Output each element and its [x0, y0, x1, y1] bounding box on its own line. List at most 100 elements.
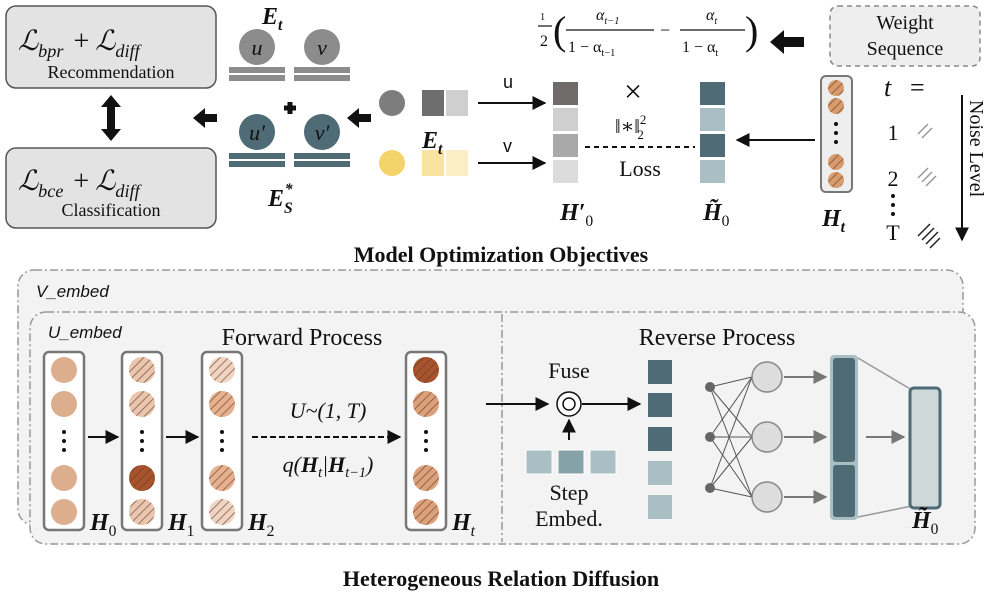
embedding-bars	[229, 67, 350, 81]
forward-columns: H0 H1 H2 Ht	[42, 350, 476, 540]
shape	[891, 203, 895, 207]
weight-sequence-box	[829, 5, 981, 67]
math-subscript: 2	[267, 523, 275, 540]
embedding-circle	[304, 29, 340, 65]
node-hatch	[129, 391, 155, 417]
step-label: Step	[549, 480, 588, 505]
text-part: bce	[38, 181, 63, 201]
text-part: 0	[722, 213, 730, 230]
text-part: +	[73, 166, 89, 197]
math-label: H̃0	[911, 508, 939, 538]
text-part: H	[821, 206, 842, 232]
text-part: S	[284, 200, 293, 217]
noise-hatches	[917, 123, 941, 249]
node-hatch	[209, 465, 235, 491]
embedding-bars	[229, 153, 350, 167]
cell	[446, 90, 468, 116]
circle-label: u	[252, 35, 263, 60]
noise-step: 2	[888, 166, 899, 191]
bar	[229, 75, 285, 81]
shape: 1	[540, 12, 545, 23]
ellipsis-dot	[424, 439, 428, 443]
circle-label: v	[317, 35, 327, 60]
section-title: Heterogeneous Relation Diffusion	[343, 566, 659, 591]
shape	[891, 194, 895, 198]
edge	[709, 376, 753, 489]
text-part: ℒ	[18, 26, 39, 57]
shape	[917, 167, 937, 187]
node-hatch	[209, 391, 235, 417]
text-part: q(	[283, 452, 303, 477]
times: ×	[624, 73, 642, 109]
noise-equals: =	[910, 73, 925, 102]
shape	[917, 223, 941, 249]
cell	[648, 360, 672, 384]
embedding-circle	[304, 114, 340, 150]
math-symbol: H	[89, 510, 110, 536]
circle-label: v′	[315, 120, 331, 145]
frac-den: 1 − αt−1	[568, 39, 615, 59]
node	[51, 357, 77, 383]
math-label: Et	[421, 128, 443, 158]
math-symbol: H	[451, 510, 472, 536]
node-hatch	[413, 499, 439, 525]
ellipsis-dot	[220, 430, 224, 434]
cell	[553, 134, 578, 157]
text-part: )	[364, 452, 373, 477]
cell	[422, 150, 444, 176]
noise-label: Noise Level	[965, 100, 987, 198]
norm: ‖∗‖2 2	[615, 112, 646, 142]
text-part: bpr	[38, 41, 64, 61]
section-title: Model Optimization Objectives	[354, 242, 649, 267]
text-part: ℒ	[95, 166, 116, 197]
node	[51, 499, 77, 525]
node	[51, 465, 77, 491]
text-part: H̃	[911, 508, 932, 534]
frac-num: αt−1	[596, 7, 620, 27]
frac-num: αt	[706, 7, 718, 27]
text-part: *	[285, 181, 293, 198]
network	[705, 361, 828, 513]
text-part: t−1	[604, 16, 619, 27]
node-hatch	[209, 357, 235, 383]
text-part: ℒ	[18, 166, 39, 197]
math-label: ES *	[267, 181, 293, 217]
cell	[648, 495, 672, 519]
arrow-left	[770, 30, 804, 54]
input-node	[705, 483, 715, 493]
input-node	[705, 382, 715, 392]
ellipsis-dot	[62, 439, 66, 443]
ellipsis-dot	[62, 430, 66, 434]
node-hatch	[413, 465, 439, 491]
node-hatch	[828, 80, 844, 96]
embedding-circle	[239, 114, 275, 150]
math-label: H2	[247, 510, 274, 540]
node-hatch	[129, 499, 155, 525]
cell	[446, 150, 468, 176]
text-part: t−1	[345, 465, 366, 481]
text-part: t	[278, 17, 283, 34]
text-part: 2	[640, 112, 647, 127]
fuse-label: Fuse	[548, 358, 590, 383]
math-subscript: t	[471, 523, 476, 540]
arrow-left	[193, 108, 217, 128]
ellipsis-dot	[424, 448, 428, 452]
embedding-circle	[239, 29, 275, 65]
shape: (	[553, 8, 566, 53]
edge	[709, 376, 753, 438]
output-bar	[908, 386, 942, 510]
loss-label: Loss	[619, 156, 661, 181]
math-subscript: 1	[187, 523, 195, 540]
loss-formula: ℒbce + ℒdiff	[18, 166, 143, 201]
bar	[294, 153, 350, 159]
user-node	[379, 90, 405, 116]
item-node	[379, 150, 405, 176]
text-part: t	[841, 219, 846, 236]
math-subscript: 0	[109, 523, 117, 540]
math-label: Ht	[451, 510, 476, 540]
hidden-node	[751, 481, 783, 513]
column-cells	[828, 80, 844, 188]
ellipsis	[891, 194, 895, 216]
objective-label: Recommendation	[48, 62, 175, 82]
